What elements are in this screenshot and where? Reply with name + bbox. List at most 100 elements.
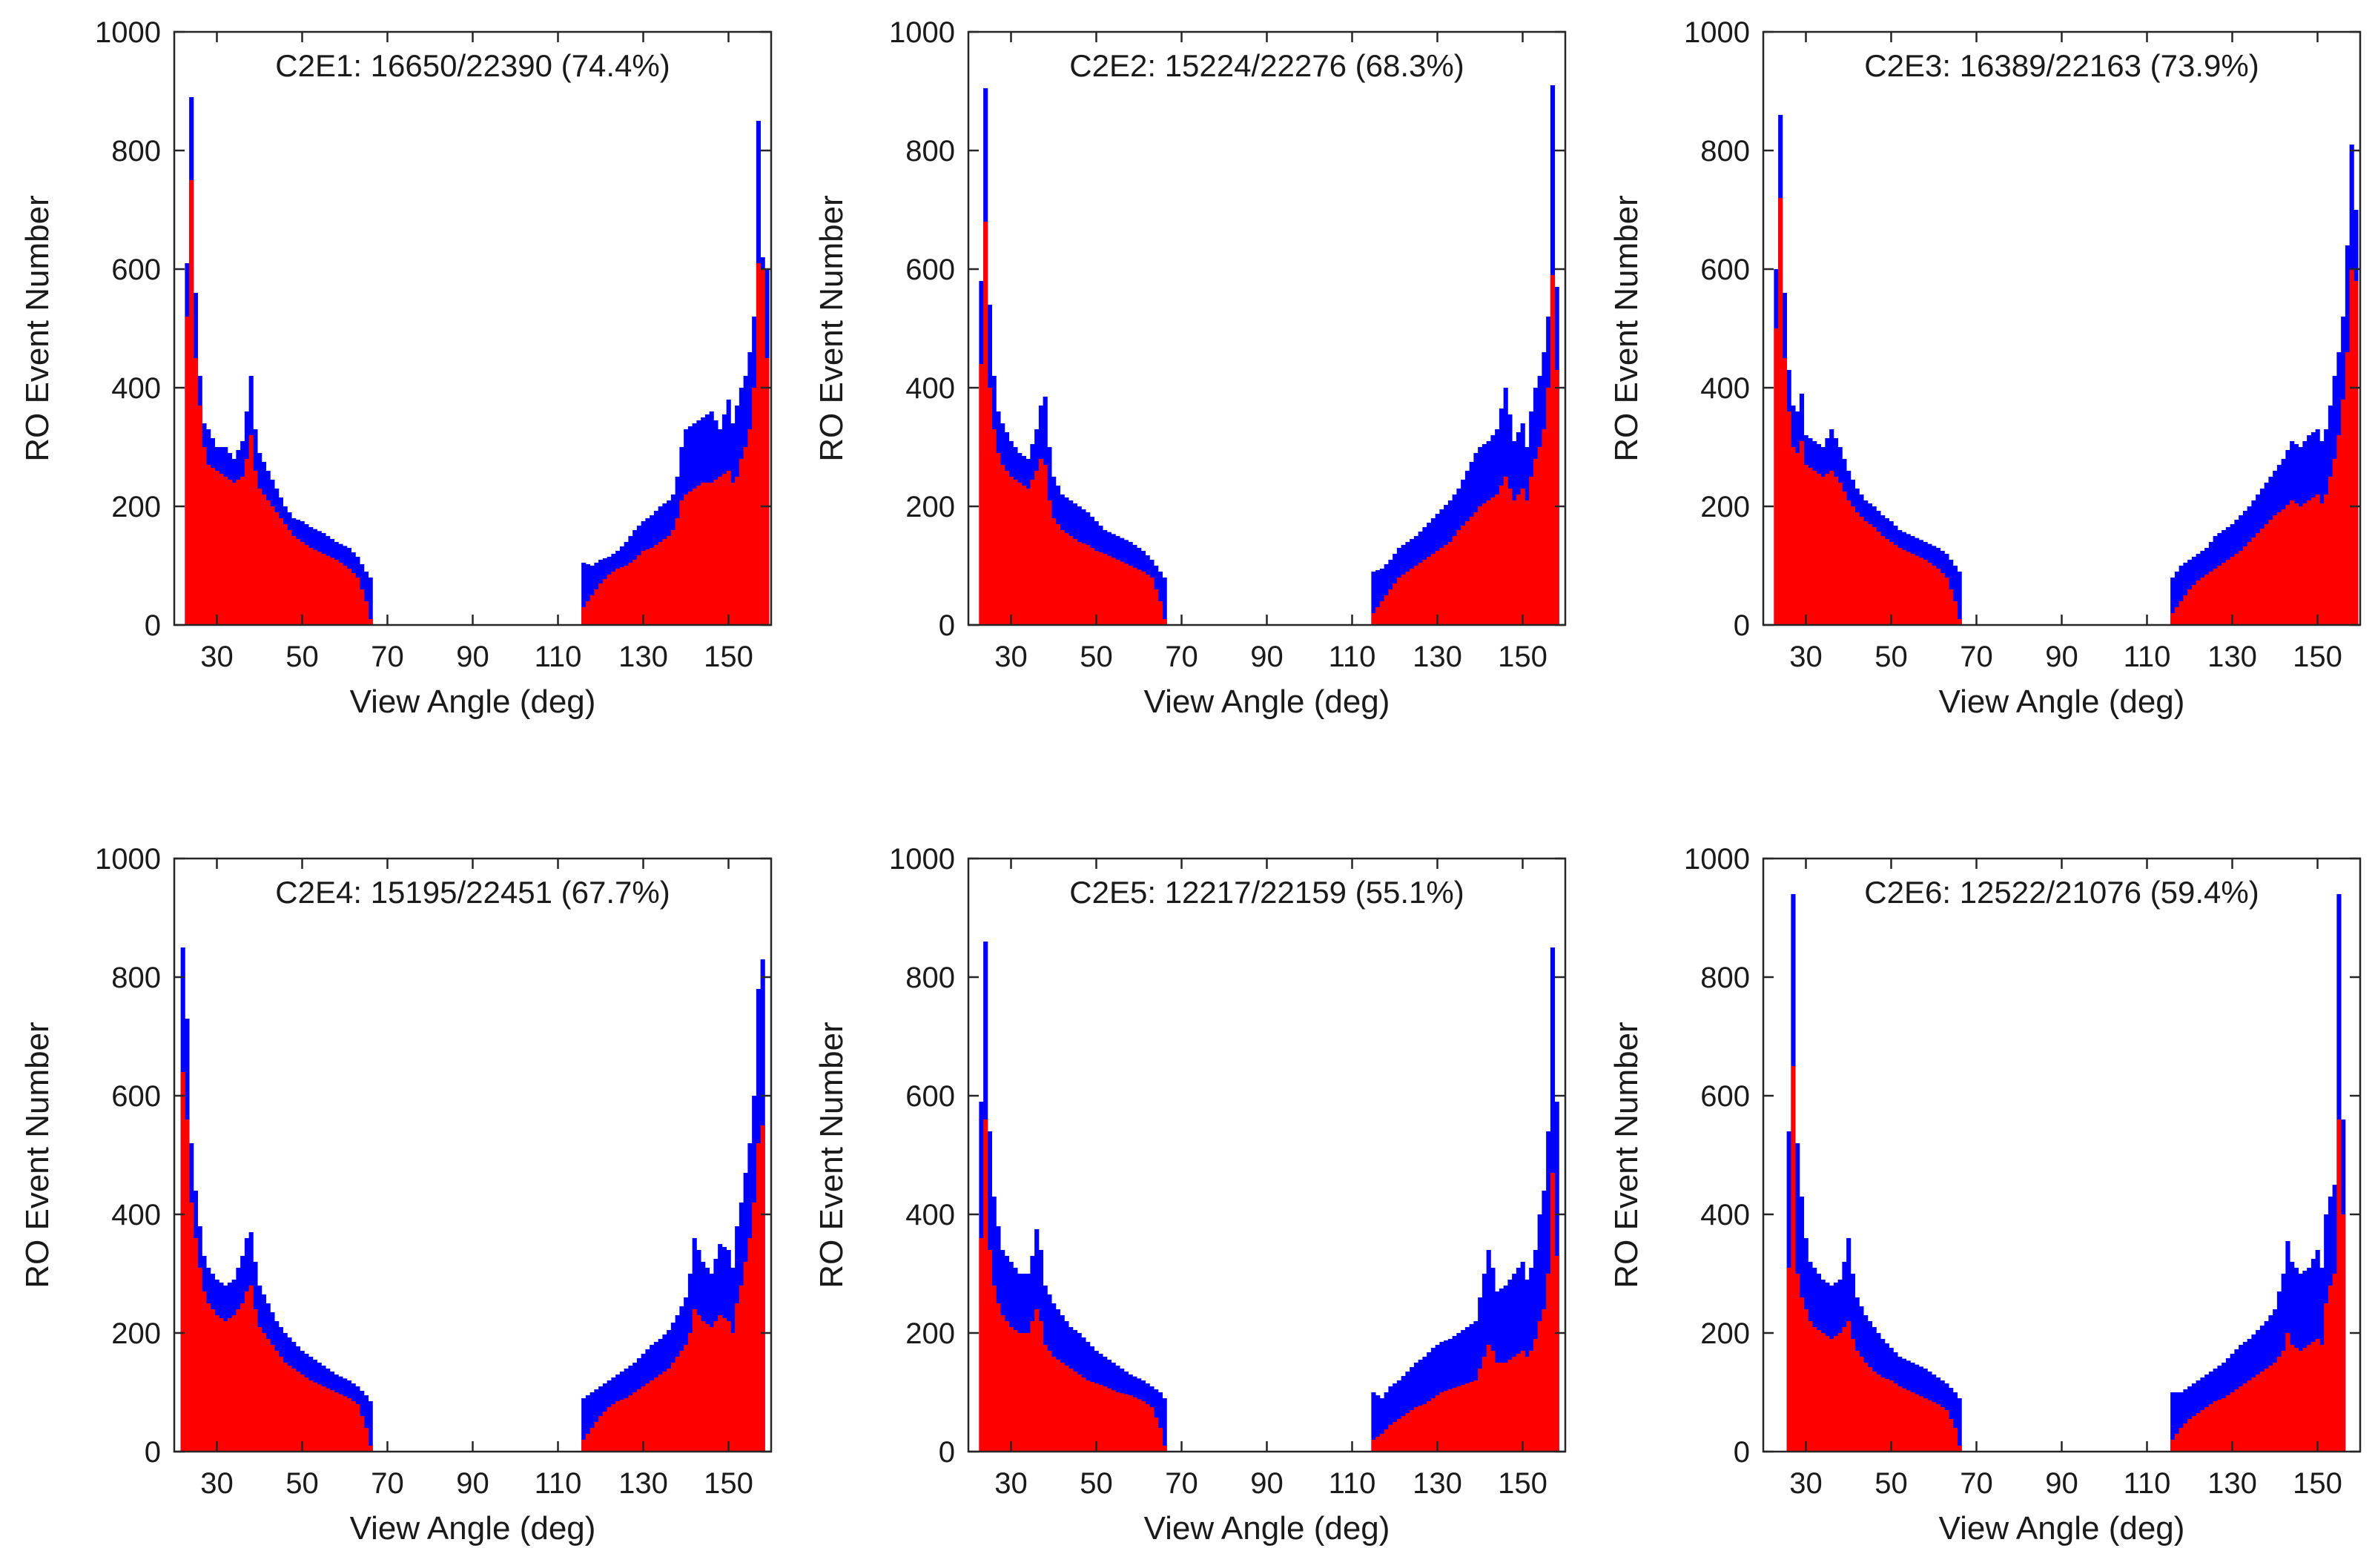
bar-good xyxy=(2293,503,2299,625)
bar-good xyxy=(295,1372,301,1452)
bar-good xyxy=(1447,1389,1453,1452)
bar-good xyxy=(244,459,250,625)
bar-good xyxy=(227,1318,233,1452)
bar-good xyxy=(368,619,373,625)
bar-good xyxy=(2268,520,2273,625)
bar-good xyxy=(334,1392,339,1452)
bar-good xyxy=(983,222,988,625)
bar-all xyxy=(1405,1372,1410,1452)
bar-good xyxy=(1060,1363,1065,1452)
bar-good xyxy=(1008,477,1014,625)
bar-good xyxy=(598,583,604,625)
bar-good xyxy=(338,1394,343,1452)
bar-good xyxy=(1927,563,1932,625)
bar-good xyxy=(1795,453,1800,625)
series-good-events xyxy=(979,1119,1559,1452)
x-axis-label: View Angle (deg) xyxy=(1144,1510,1390,1547)
bar-good xyxy=(2204,575,2210,625)
bar-good xyxy=(1889,1380,1894,1452)
bar-good xyxy=(1935,569,1941,625)
bar-good xyxy=(1123,1394,1129,1452)
bar-good xyxy=(1884,539,1890,625)
bar-good xyxy=(283,524,288,625)
x-tick-label: 70 xyxy=(371,1467,404,1500)
bar-good xyxy=(189,180,194,625)
bar-good xyxy=(1503,477,1508,625)
chart-panel-3: 30 50 70 90 110 130 150 0 200 400 600 800 1000 C2E3: … xyxy=(1608,16,2362,720)
bar-good xyxy=(1038,1321,1044,1452)
y-tick-label: 200 xyxy=(1700,1317,1750,1350)
bar-good xyxy=(650,548,655,625)
bar-good xyxy=(704,483,710,625)
x-tick-label: 90 xyxy=(1250,641,1284,673)
bar-good xyxy=(1520,489,1525,625)
bar-good xyxy=(1808,468,1813,625)
bar-good xyxy=(219,474,224,625)
bar-good xyxy=(236,480,241,625)
bar-good xyxy=(2319,503,2325,625)
bar-good xyxy=(1418,563,1423,625)
bar-good xyxy=(650,1380,655,1452)
bar-good xyxy=(1833,1336,1839,1452)
bar-good xyxy=(760,269,765,625)
bar-good xyxy=(1897,1386,1903,1452)
bar-all xyxy=(2170,1392,2176,1452)
bar-good xyxy=(1923,1398,1928,1452)
bar-good xyxy=(2276,1357,2282,1452)
bar-good xyxy=(726,471,731,625)
bar-good xyxy=(1375,1437,1381,1452)
bar-good xyxy=(223,1321,228,1452)
bar-good xyxy=(2247,542,2252,625)
bar-good xyxy=(979,1238,984,1452)
y-tick-label: 800 xyxy=(905,962,955,994)
chart-panel-1: 30 50 70 90 110 130 150 0 200 400 600 800 1000 C2E1: … xyxy=(19,16,773,720)
chart-title: C2E6: 12522/21076 (59.4%) xyxy=(1864,875,2259,910)
bar-good xyxy=(283,1363,288,1452)
y-tick-label: 600 xyxy=(905,1080,955,1113)
bar-good xyxy=(1897,548,1903,625)
bar-good xyxy=(602,579,608,625)
bar-all xyxy=(1957,1398,1962,1452)
x-tick-label: 70 xyxy=(1960,1467,1993,1500)
bar-good xyxy=(355,578,360,625)
bar-good xyxy=(1949,1419,1954,1452)
bar-good xyxy=(1495,1363,1500,1452)
bar-good xyxy=(1799,441,1805,625)
x-tick-label: 130 xyxy=(2207,1467,2257,1500)
bar-good xyxy=(632,560,638,625)
bar-good xyxy=(2264,1369,2269,1452)
bar-good xyxy=(2213,1401,2218,1452)
bar-good xyxy=(334,560,339,625)
bar-good xyxy=(1910,1392,1915,1452)
bar-all xyxy=(1157,572,1163,625)
bar-good xyxy=(1957,1446,1962,1452)
bar-good xyxy=(1132,567,1137,625)
bar-good xyxy=(1137,1399,1142,1452)
bar-good xyxy=(1384,595,1389,625)
bar-good xyxy=(1106,1388,1112,1452)
bar-good xyxy=(1820,1333,1826,1452)
bar-good xyxy=(713,480,719,625)
bar-good xyxy=(684,1345,689,1452)
bar-good xyxy=(1478,1369,1483,1452)
bar-good xyxy=(1842,1327,1847,1452)
y-tick-label: 800 xyxy=(905,135,955,168)
bar-good xyxy=(1106,555,1112,625)
chart-panel-5: 30 50 70 90 110 130 150 0 200 400 600 800 1000 C2E5: … xyxy=(813,843,1567,1547)
x-axis-label: View Angle (deg) xyxy=(1144,684,1390,720)
bar-good xyxy=(300,1375,305,1452)
bar-good xyxy=(1157,601,1163,625)
bar-good xyxy=(291,1369,297,1452)
bar-good xyxy=(1030,480,1035,625)
bar-good xyxy=(231,1315,237,1452)
bar-good xyxy=(1379,601,1385,625)
bar-good xyxy=(1157,1428,1163,1452)
bar-good xyxy=(2191,1416,2197,1452)
bar-good xyxy=(585,1434,591,1452)
bar-good xyxy=(1140,572,1146,625)
bar-good xyxy=(227,480,233,625)
bar-good xyxy=(2273,515,2278,625)
series-good-events xyxy=(185,180,770,625)
x-tick-label: 90 xyxy=(456,1467,489,1500)
x-tick-label: 90 xyxy=(456,641,489,673)
